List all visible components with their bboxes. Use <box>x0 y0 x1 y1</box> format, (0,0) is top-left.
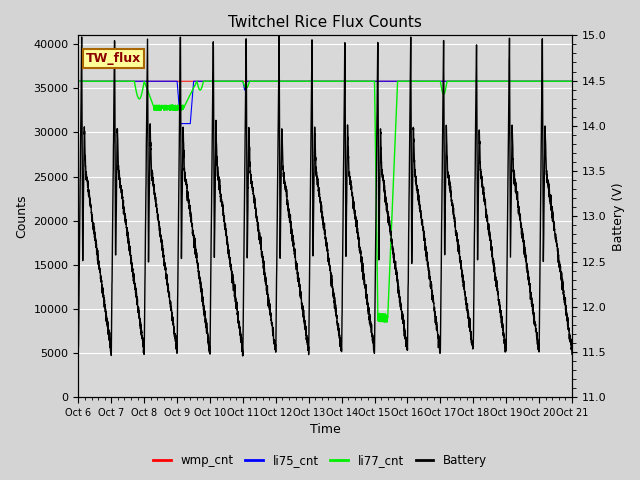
X-axis label: Time: Time <box>310 423 340 436</box>
Text: TW_flux: TW_flux <box>86 52 141 65</box>
Y-axis label: Battery (V): Battery (V) <box>612 182 625 251</box>
Title: Twitchel Rice Flux Counts: Twitchel Rice Flux Counts <box>228 15 422 30</box>
Legend: wmp_cnt, li75_cnt, li77_cnt, Battery: wmp_cnt, li75_cnt, li77_cnt, Battery <box>148 449 492 472</box>
Y-axis label: Counts: Counts <box>15 194 28 238</box>
